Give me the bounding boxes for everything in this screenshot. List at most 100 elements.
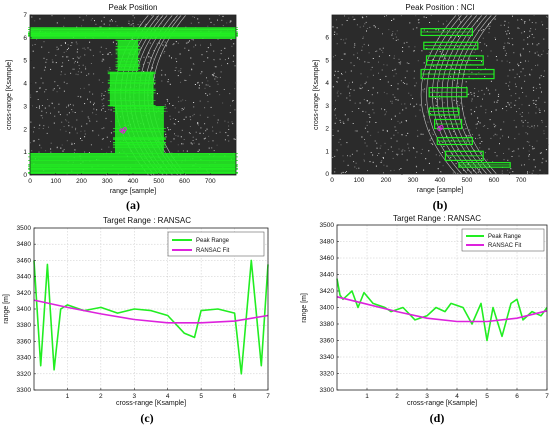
noise-speckle: [418, 19, 420, 21]
noise-speckle: [72, 68, 74, 70]
y-tick-label: 3420: [17, 290, 32, 297]
noise-speckle: [378, 55, 380, 57]
noise-speckle: [491, 111, 492, 113]
noise-speckle: [173, 123, 175, 125]
noise-speckle: [404, 77, 406, 79]
noise-speckle: [102, 103, 104, 105]
noise-speckle: [234, 65, 236, 67]
noise-speckle: [198, 124, 199, 126]
noise-speckle: [478, 29, 479, 31]
noise-speckle: [152, 67, 153, 69]
noise-speckle: [54, 115, 56, 117]
noise-speckle: [361, 16, 363, 18]
noise-speckle: [531, 69, 533, 71]
noise-speckle: [413, 105, 415, 107]
noise-speckle: [508, 148, 510, 150]
y-tick-label: 1: [23, 149, 27, 156]
noise-speckle: [432, 144, 434, 146]
noise-speckle: [185, 42, 187, 44]
noise-speckle: [383, 64, 385, 66]
noise-speckle: [207, 25, 209, 27]
noise-speckle: [78, 57, 80, 59]
y-tick-label: 3: [325, 103, 329, 110]
noise-speckle: [479, 168, 480, 170]
noise-speckle: [413, 148, 415, 149]
noise-speckle: [212, 140, 214, 142]
noise-speckle: [373, 25, 375, 27]
noise-speckle: [404, 150, 406, 152]
noise-speckle: [364, 127, 366, 129]
noise-speckle: [539, 110, 541, 111]
noise-speckle: [450, 37, 452, 39]
noise-speckle: [531, 33, 533, 35]
noise-speckle: [397, 83, 399, 85]
noise-speckle: [365, 21, 367, 23]
noise-speckle: [535, 104, 537, 105]
noise-speckle: [496, 59, 498, 61]
noise-speckle: [350, 89, 352, 90]
noise-speckle: [521, 32, 523, 34]
noise-speckle: [533, 125, 535, 127]
noise-speckle: [408, 46, 410, 48]
noise-speckle: [346, 142, 348, 144]
noise-speckle: [417, 19, 419, 21]
noise-speckle: [53, 88, 55, 90]
noise-speckle: [218, 15, 220, 16]
noise-speckle: [534, 52, 536, 54]
noise-speckle: [64, 73, 66, 75]
noise-speckle: [199, 114, 201, 116]
noise-speckle: [74, 60, 76, 62]
y-tick-label: 4: [23, 81, 27, 88]
noise-speckle: [143, 56, 145, 58]
noise-speckle: [137, 60, 139, 62]
noise-speckle: [76, 51, 78, 53]
noise-speckle: [463, 105, 465, 107]
noise-speckle: [369, 161, 371, 163]
noise-speckle: [189, 133, 191, 134]
noise-speckle: [391, 118, 392, 120]
noise-speckle: [206, 94, 208, 96]
noise-speckle: [390, 100, 392, 102]
noise-speckle: [432, 143, 433, 145]
noise-speckle: [191, 143, 193, 145]
noise-speckle: [422, 89, 424, 91]
noise-speckle: [512, 44, 514, 46]
noise-speckle: [62, 150, 64, 152]
noise-speckle: [507, 159, 509, 161]
noise-speckle: [393, 75, 395, 77]
noise-speckle: [547, 49, 549, 51]
echo-arc: [436, 14, 473, 175]
noise-speckle: [193, 106, 195, 108]
noise-speckle: [540, 75, 542, 77]
noise-speckle: [389, 55, 391, 57]
noise-speckle: [385, 113, 386, 115]
noise-speckle: [63, 81, 65, 83]
noise-speckle: [439, 51, 441, 53]
noise-speckle: [182, 108, 184, 110]
noise-speckle: [85, 66, 86, 68]
noise-speckle: [401, 174, 403, 175]
noise-speckle: [424, 88, 426, 90]
noise-speckle: [406, 62, 408, 64]
noise-speckle: [442, 142, 444, 143]
noise-speckle: [48, 126, 49, 128]
noise-speckle: [415, 156, 417, 158]
noise-speckle: [174, 123, 176, 125]
noise-speckle: [129, 24, 131, 26]
noise-speckle: [514, 138, 516, 140]
noise-speckle: [529, 144, 531, 146]
panel-b-xlabel: range [sample]: [417, 187, 463, 194]
noise-speckle: [481, 89, 483, 91]
panel-d-caption: (d): [430, 411, 445, 425]
noise-speckle: [90, 19, 92, 21]
noise-speckle: [457, 45, 459, 47]
noise-speckle: [103, 105, 105, 107]
noise-speckle: [441, 56, 443, 58]
noise-speckle: [463, 169, 465, 171]
noise-speckle: [506, 110, 508, 112]
noise-speckle: [456, 102, 457, 104]
noise-speckle: [203, 61, 205, 62]
noise-speckle: [532, 170, 534, 172]
noise-speckle: [228, 57, 229, 59]
noise-speckle: [415, 82, 417, 84]
